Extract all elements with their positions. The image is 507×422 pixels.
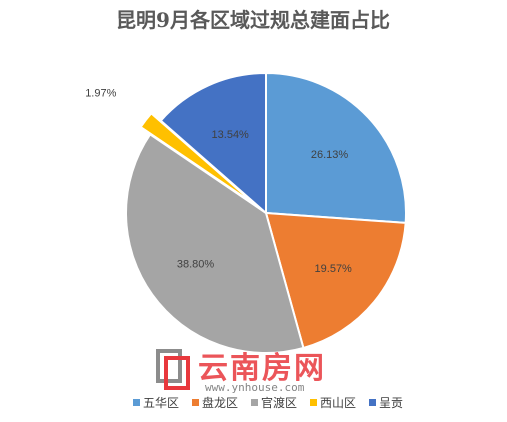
legend-label-panlong: 盘龙区 [202,395,238,410]
legend-swatch-chenggong [369,399,376,406]
pie-data-labels: 26.13% 19.57% 38.80% 1.97% 13.54% [85,88,352,275]
legend-swatch-xishan [310,399,317,406]
watermark-logo-icon [156,349,190,390]
watermark-logo-text: 云南房网 [198,351,326,386]
legend-label-xishan: 西山区 [320,396,356,410]
watermark: 云南房网 www.ynhouse.com [156,349,326,394]
chart-legend: 五华区 盘龙区 官渡区 西山区 呈贡 [133,395,403,410]
data-label-xishan: 1.97% [85,88,116,100]
legend-label-guandu: 官渡区 [261,395,297,410]
pie-slice-wuhua [265,71,407,224]
pie-slice-xishan [139,111,258,207]
legend-swatch-guandu [251,399,258,406]
watermark-url: www.ynhouse.com [205,381,305,394]
legend-label-wuhua: 五华区 [143,396,179,410]
data-label-wuhua: 26.13% [311,149,349,161]
chart-title: 昆明9月各区域过规总建面占比 [116,8,390,32]
pie-slice-guandu [125,132,305,354]
legend-label-chenggong: 呈贡 [379,396,403,410]
pie-slice-panlong [264,211,407,350]
data-label-guandu: 38.80% [177,259,215,271]
data-label-chenggong: 13.54% [212,129,250,141]
legend-swatch-panlong [192,399,199,406]
pie-slices [125,71,407,354]
pie-slice-chenggong [159,71,267,216]
data-label-panlong: 19.57% [315,263,353,275]
legend-swatch-wuhua [133,399,140,406]
